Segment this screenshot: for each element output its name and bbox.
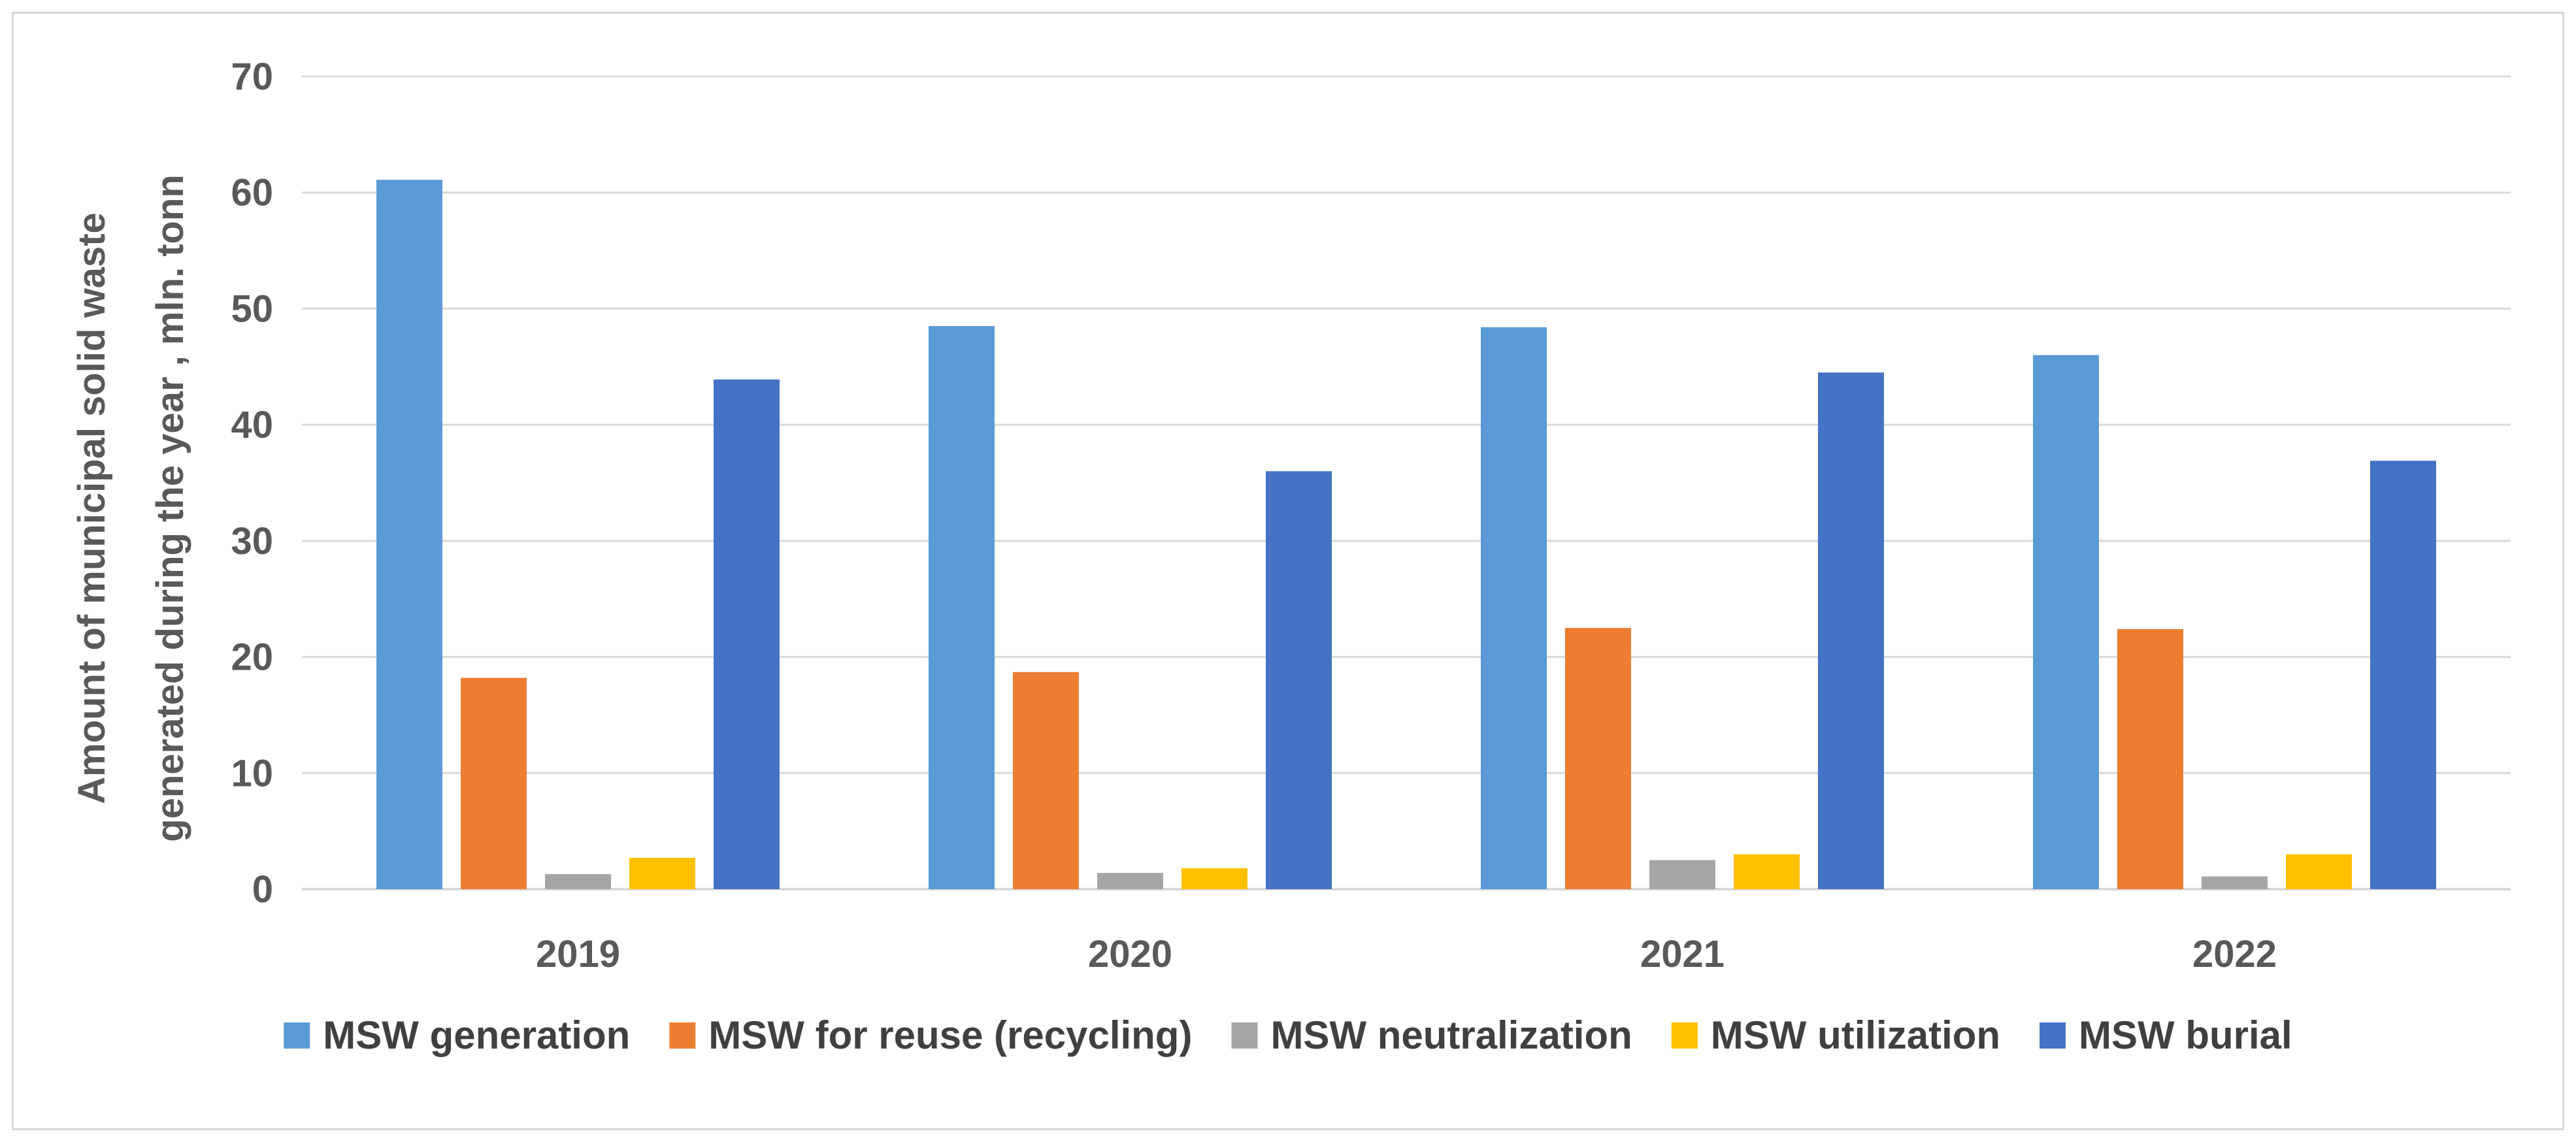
bar-msw-for-reuse-recycling-2020 <box>1013 672 1079 889</box>
bar-msw-utilization-2022 <box>2286 854 2352 889</box>
bar-msw-neutralization-2020 <box>1097 873 1163 889</box>
x-axis-labels: 2019 2020 2021 2022 <box>536 933 2277 975</box>
bar-msw-generation-2022 <box>2033 355 2099 889</box>
legend-swatch <box>284 1022 310 1049</box>
y-tick-label: 40 <box>231 404 273 446</box>
y-tick-label: 30 <box>231 520 273 563</box>
legend-label: MSW neutralization <box>1270 1013 1632 1057</box>
y-axis-ticks: 0 10 20 30 40 50 60 70 <box>231 56 273 911</box>
y-tick-label: 0 <box>252 868 273 911</box>
bar-msw-utilization-2021 <box>1734 854 1800 889</box>
bar-msw-for-reuse-recycling-2022 <box>2117 628 2183 889</box>
bar-msw-utilization-2019 <box>629 858 695 889</box>
legend-label: MSW burial <box>2079 1013 2292 1057</box>
bar-msw-burial-2020 <box>1266 471 1332 889</box>
y-tick-label: 50 <box>231 287 273 330</box>
y-tick-label: 60 <box>231 172 273 214</box>
legend-swatch <box>669 1022 696 1049</box>
legend-swatch <box>2039 1022 2066 1049</box>
bar-msw-neutralization-2021 <box>1649 860 1715 889</box>
y-tick-label: 10 <box>231 752 273 794</box>
legend-swatch <box>1671 1022 1698 1049</box>
bar-msw-burial-2021 <box>1818 372 1884 889</box>
y-axis-title: Amount of municipal solid waste generated… <box>71 174 191 842</box>
bar-msw-for-reuse-recycling-2021 <box>1565 628 1631 889</box>
y-tick-label: 70 <box>231 56 273 98</box>
x-tick-label: 2022 <box>2192 933 2277 975</box>
legend: MSW generation MSW for reuse (recycling) M… <box>284 1013 2292 1057</box>
bar-msw-generation-2021 <box>1481 327 1547 889</box>
x-tick-label: 2019 <box>536 933 620 975</box>
bar-msw-neutralization-2022 <box>2202 876 2268 889</box>
bar-msw-burial-2019 <box>714 379 780 889</box>
bar-msw-utilization-2020 <box>1181 868 1247 889</box>
legend-label: MSW for reuse (recycling) <box>708 1013 1192 1057</box>
bar-msw-neutralization-2019 <box>545 873 611 889</box>
legend-label: MSW generation <box>323 1013 630 1057</box>
y-tick-label: 20 <box>231 636 273 679</box>
y-axis-title-line: generated during the year , mln. tonn <box>149 174 191 842</box>
x-tick-label: 2020 <box>1088 933 1172 975</box>
y-axis-title-line: Amount of municipal solid waste <box>71 212 113 804</box>
bar-msw-generation-2019 <box>376 180 442 889</box>
bar-msw-burial-2022 <box>2370 461 2436 889</box>
legend-swatch <box>1231 1022 1258 1049</box>
bar-msw-for-reuse-recycling-2019 <box>461 677 527 889</box>
bars <box>376 180 2436 890</box>
legend-label: MSW utilization <box>1711 1013 2000 1057</box>
bar-msw-generation-2020 <box>929 326 995 890</box>
x-tick-label: 2021 <box>1640 933 1725 975</box>
